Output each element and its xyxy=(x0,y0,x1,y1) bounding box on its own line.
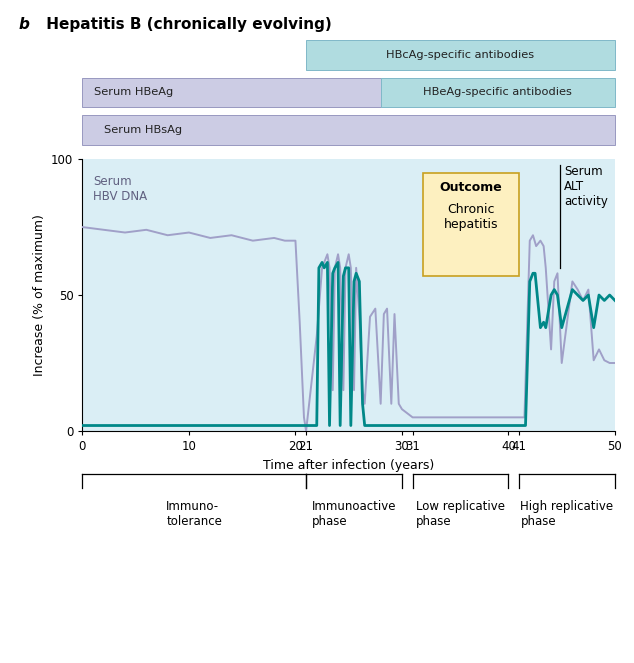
FancyBboxPatch shape xyxy=(424,172,519,276)
Text: Outcome: Outcome xyxy=(440,181,503,194)
Bar xyxy=(306,40,615,70)
Y-axis label: Increase (% of maximum): Increase (% of maximum) xyxy=(32,214,46,376)
Text: High replicative
phase: High replicative phase xyxy=(521,500,614,528)
Text: Serum HBeAg: Serum HBeAg xyxy=(94,88,174,97)
Bar xyxy=(82,115,615,145)
Text: b: b xyxy=(19,17,30,32)
Text: Chronic
hepatitis: Chronic hepatitis xyxy=(444,203,498,231)
Text: Serum HBsAg: Serum HBsAg xyxy=(104,125,182,135)
Text: Serum
HBV DNA: Serum HBV DNA xyxy=(93,176,147,204)
Text: Low replicative
phase: Low replicative phase xyxy=(416,500,505,528)
Text: Hepatitis B (chronically evolving): Hepatitis B (chronically evolving) xyxy=(41,17,332,32)
Bar xyxy=(380,78,615,107)
Text: HBeAg-specific antibodies: HBeAg-specific antibodies xyxy=(424,88,573,97)
X-axis label: Time after infection (years): Time after infection (years) xyxy=(263,459,434,471)
Text: Serum
ALT
activity: Serum ALT activity xyxy=(564,164,608,208)
Text: Immuno-
tolerance: Immuno- tolerance xyxy=(166,500,222,528)
Text: Immunoactive
phase: Immunoactive phase xyxy=(312,500,396,528)
Text: HBcAg-specific antibodies: HBcAg-specific antibodies xyxy=(387,50,534,60)
Bar xyxy=(82,78,380,107)
